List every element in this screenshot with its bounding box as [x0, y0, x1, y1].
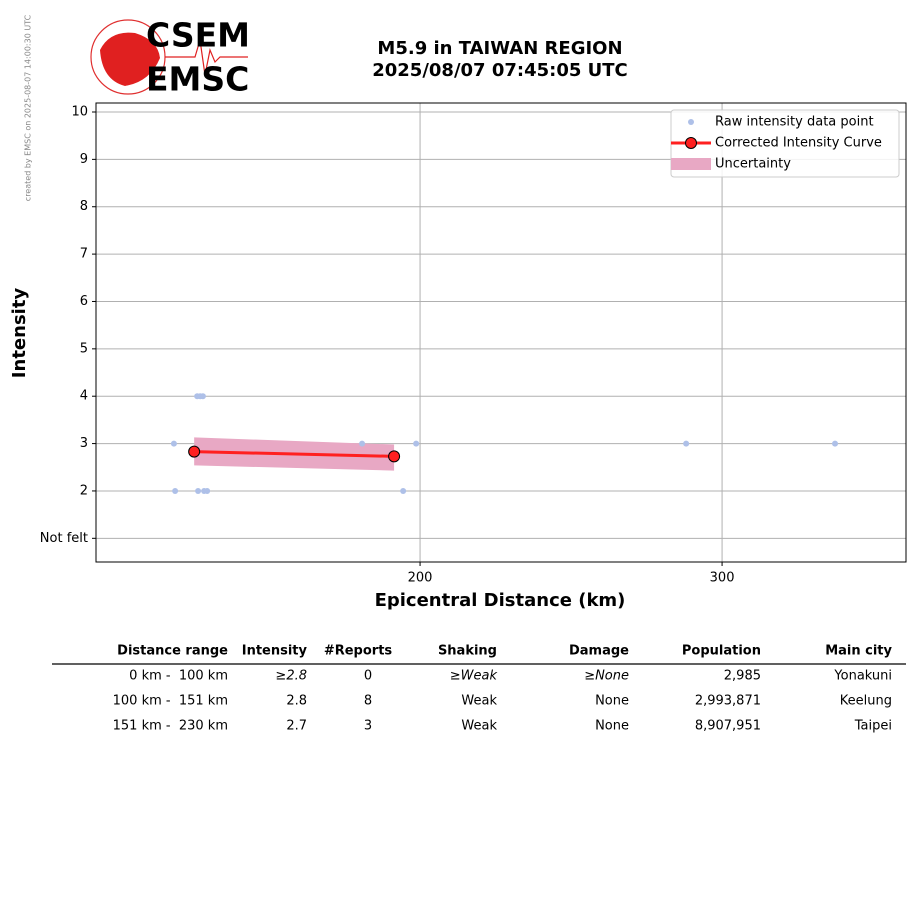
data-point — [195, 487, 202, 494]
curve-point — [188, 445, 201, 458]
table-cell: Taipei — [854, 719, 892, 734]
x-axis-label: Epicentral Distance (km) — [375, 590, 626, 611]
y-tick-label: 7 — [80, 247, 88, 262]
legend-label: Uncertainty — [715, 157, 791, 172]
chart-title: M5.9 in TAIWAN REGION — [377, 38, 622, 59]
table-cell: ≥Weak — [450, 669, 498, 684]
data-point — [172, 487, 179, 494]
legend-swatch — [671, 158, 711, 170]
y-tick-label: 3 — [80, 436, 88, 451]
y-tick-label: Not felt — [40, 531, 88, 546]
y-tick-label: 9 — [80, 152, 88, 167]
y-tick-label: 4 — [80, 389, 88, 404]
table-cell: ≥None — [584, 669, 629, 684]
table-cell: 2,993,871 — [695, 694, 761, 709]
logo-text: EMSC — [146, 60, 249, 99]
table-cell: None — [595, 719, 629, 734]
table-header: Damage — [569, 644, 629, 659]
data-point — [204, 487, 211, 494]
credit: created by EMSC on 2025-08-07 14:00:30 U… — [24, 14, 33, 201]
logo-wave — [165, 39, 248, 76]
table-cell: ≥2.8 — [275, 669, 307, 684]
curve-point — [388, 450, 401, 463]
table-cell: 0 — [364, 669, 372, 684]
y-tick-label: 5 — [80, 341, 88, 356]
chart-title: 2025/08/07 07:45:05 UTC — [372, 60, 628, 81]
table-header: Distance range — [117, 644, 228, 659]
y-tick-label: 6 — [80, 294, 88, 309]
table-header: Main city — [825, 644, 892, 659]
legend-swatch — [688, 119, 694, 125]
y-tick-label: 10 — [71, 105, 88, 120]
plot-frame — [95, 102, 907, 563]
data-point — [683, 440, 690, 447]
y-axis-label: Intensity — [9, 288, 30, 379]
table-cell: None — [595, 694, 629, 709]
data-point — [413, 440, 420, 447]
logo-map — [100, 32, 160, 86]
logo: CSEM EMSC — [90, 16, 250, 99]
table-cell: 2,985 — [724, 669, 761, 684]
table-header: Population — [682, 644, 761, 659]
data-point — [832, 440, 839, 447]
legend-swatch — [685, 137, 697, 149]
table-cell: 100 km - 151 km — [113, 694, 228, 709]
table-header: Intensity — [242, 644, 308, 659]
legend-label: Raw intensity data point — [715, 115, 874, 130]
table-cell: 3 — [364, 719, 372, 734]
table-cell: 0 km - 100 km — [129, 669, 228, 684]
table-cell: Weak — [461, 719, 497, 734]
y-tick-label: 2 — [80, 483, 88, 498]
data-point — [359, 440, 366, 447]
table-cell: 2.7 — [286, 719, 307, 734]
table-header: #Reports — [324, 644, 393, 659]
x-tick-label: 300 — [710, 571, 735, 586]
data-point — [400, 487, 407, 494]
data-point — [199, 393, 206, 400]
table-cell: Yonakuni — [833, 669, 892, 684]
table-cell: Keelung — [840, 694, 892, 709]
y-tick-label: 8 — [80, 199, 88, 214]
data-point — [170, 440, 177, 447]
x-tick-label: 200 — [408, 571, 433, 586]
curve-line — [194, 450, 395, 458]
table-cell: Weak — [461, 694, 497, 709]
table-cell: 8 — [364, 694, 372, 709]
legend-label: Corrected Intensity Curve — [715, 136, 882, 151]
table-cell: 2.8 — [286, 694, 307, 709]
table-header: Shaking — [438, 644, 497, 659]
table-cell: 8,907,951 — [695, 719, 761, 734]
table-cell: 151 km - 230 km — [113, 719, 228, 734]
logo-text: CSEM — [146, 16, 250, 55]
